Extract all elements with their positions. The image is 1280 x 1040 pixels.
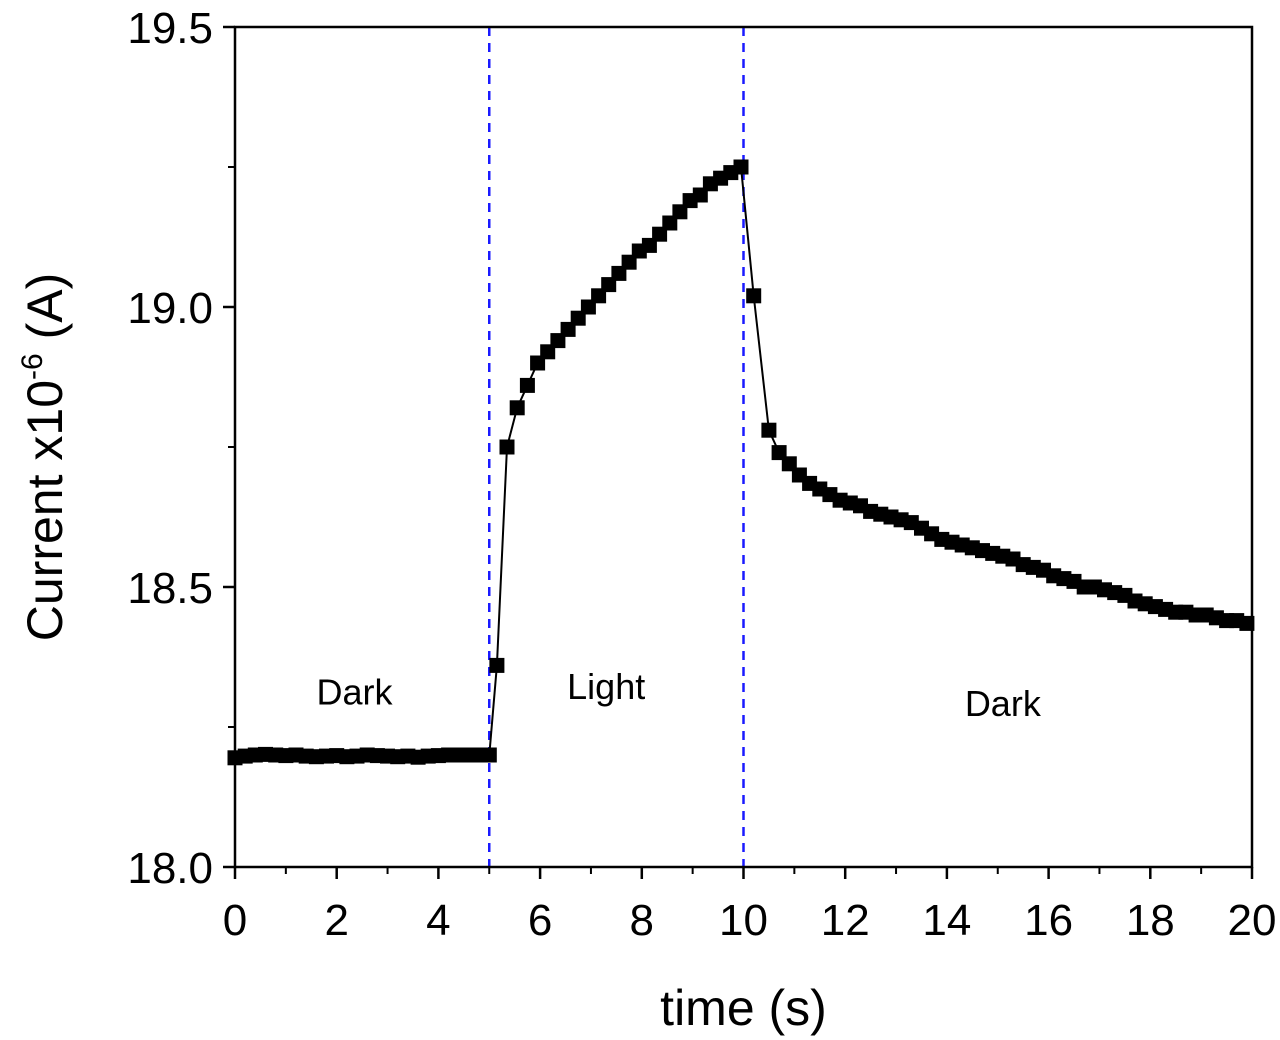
y-axis-title-prefix: Current x10 xyxy=(17,380,73,641)
x-tick-label: 2 xyxy=(324,896,348,945)
x-tick-label: 12 xyxy=(821,896,870,945)
region-label-2: Light xyxy=(567,666,645,707)
data-point xyxy=(761,422,777,438)
data-point xyxy=(1239,615,1255,631)
region-label-1: Dark xyxy=(316,672,393,713)
y-tick-label: 18.5 xyxy=(127,564,213,613)
x-tick-label: 18 xyxy=(1126,896,1175,945)
x-tick-label: 10 xyxy=(719,896,768,945)
data-point xyxy=(746,288,762,304)
x-tick-label: 14 xyxy=(922,896,971,945)
y-tick-label: 19.5 xyxy=(127,4,213,53)
y-tick-label: 18.0 xyxy=(127,844,213,893)
x-tick-label: 0 xyxy=(223,896,247,945)
y-axis-title: Current x10-6 (A) xyxy=(16,273,73,641)
data-markers xyxy=(227,159,1255,766)
x-tick-label: 8 xyxy=(630,896,654,945)
data-point xyxy=(481,747,497,763)
data-point xyxy=(519,377,535,393)
y-tick-label: 19.0 xyxy=(127,284,213,333)
x-tick-label: 6 xyxy=(528,896,552,945)
data-point xyxy=(509,400,525,416)
axis-ticks: 0 2 4 6 8 10 12 14 16 18 20 18.0 18.5 19.0 19.5 xyxy=(127,4,1276,945)
data-point xyxy=(489,657,505,673)
y-axis-title-suffix: (A) xyxy=(17,273,73,354)
x-tick-label: 4 xyxy=(426,896,450,945)
region-label-3: Dark xyxy=(965,683,1042,724)
x-tick-label: 20 xyxy=(1228,896,1277,945)
y-axis-title-exponent: -6 xyxy=(16,353,49,380)
data-point xyxy=(733,159,749,175)
x-tick-label: 16 xyxy=(1024,896,1073,945)
x-axis-title: time (s) xyxy=(660,980,827,1036)
data-point xyxy=(499,439,515,455)
